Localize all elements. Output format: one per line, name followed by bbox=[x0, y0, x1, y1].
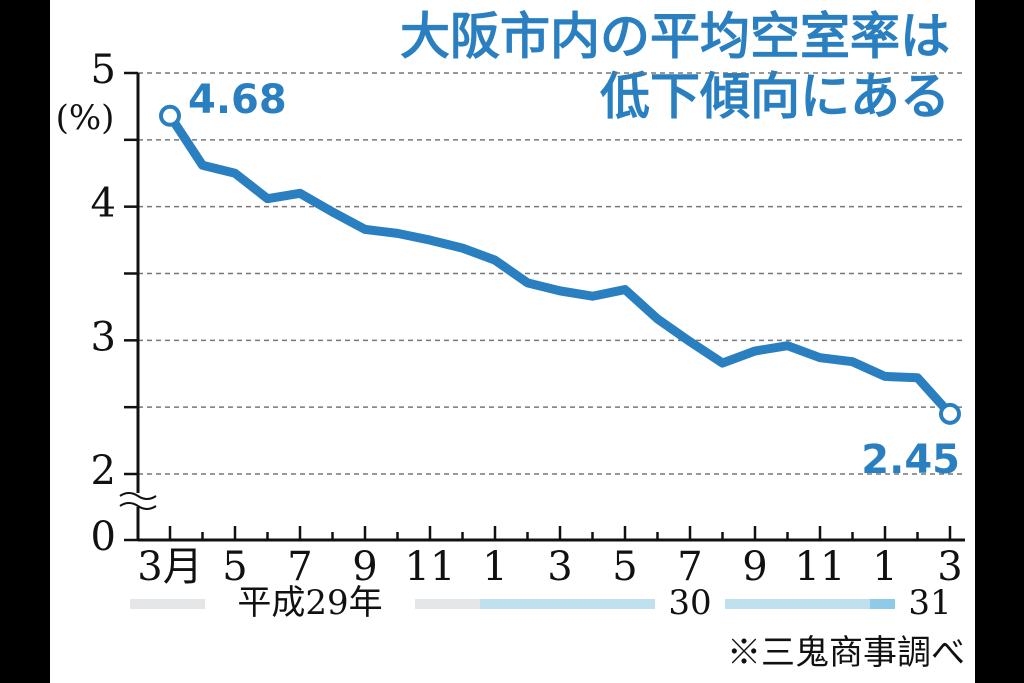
x-tick-label: 3月 bbox=[137, 544, 202, 590]
end-marker bbox=[939, 402, 961, 425]
era-label: 平成29年 bbox=[237, 583, 382, 623]
x-tick-label: 7 bbox=[677, 544, 702, 590]
era-label: 30 bbox=[668, 583, 711, 623]
background bbox=[50, 0, 975, 683]
y-axis-label: (%) bbox=[56, 98, 115, 138]
y-tick-label: 3 bbox=[91, 314, 116, 360]
source: ※三鬼商事調べ bbox=[727, 633, 965, 673]
era-label-bg bbox=[655, 585, 725, 623]
era-label: 31 bbox=[908, 583, 951, 623]
x-tick-label: 1 bbox=[872, 544, 897, 590]
x-tick-label: 3 bbox=[547, 544, 572, 590]
y-tick-label: 5 bbox=[91, 47, 116, 93]
y-tick-label: 0 bbox=[91, 514, 116, 560]
x-tick-label: 1 bbox=[482, 544, 507, 590]
axis-break bbox=[119, 492, 157, 510]
era-label-bg bbox=[205, 585, 415, 623]
chart-title: 大阪市内の平均空室率は bbox=[400, 8, 950, 66]
y-tick-label: 2 bbox=[91, 448, 116, 494]
line bbox=[165, 111, 955, 419]
chart-subtitle: 低下傾向にある bbox=[600, 68, 950, 126]
x-tick-label: 5 bbox=[612, 544, 637, 590]
end-marker bbox=[159, 104, 181, 127]
era-label-bg bbox=[895, 585, 965, 623]
y-tick-label: 4 bbox=[91, 181, 116, 227]
x-tick-label: 7 bbox=[287, 544, 312, 590]
x-tick-label: 5 bbox=[222, 544, 247, 590]
x-tick-label: 11 bbox=[795, 544, 846, 590]
x-tick-label: 9 bbox=[352, 544, 377, 590]
value-label: 2.45 bbox=[861, 437, 960, 483]
value-label: 4.68 bbox=[188, 77, 287, 123]
x-tick-label: 9 bbox=[742, 544, 767, 590]
x-tick-label: 11 bbox=[405, 544, 456, 590]
x-tick-label: 3 bbox=[937, 544, 962, 590]
